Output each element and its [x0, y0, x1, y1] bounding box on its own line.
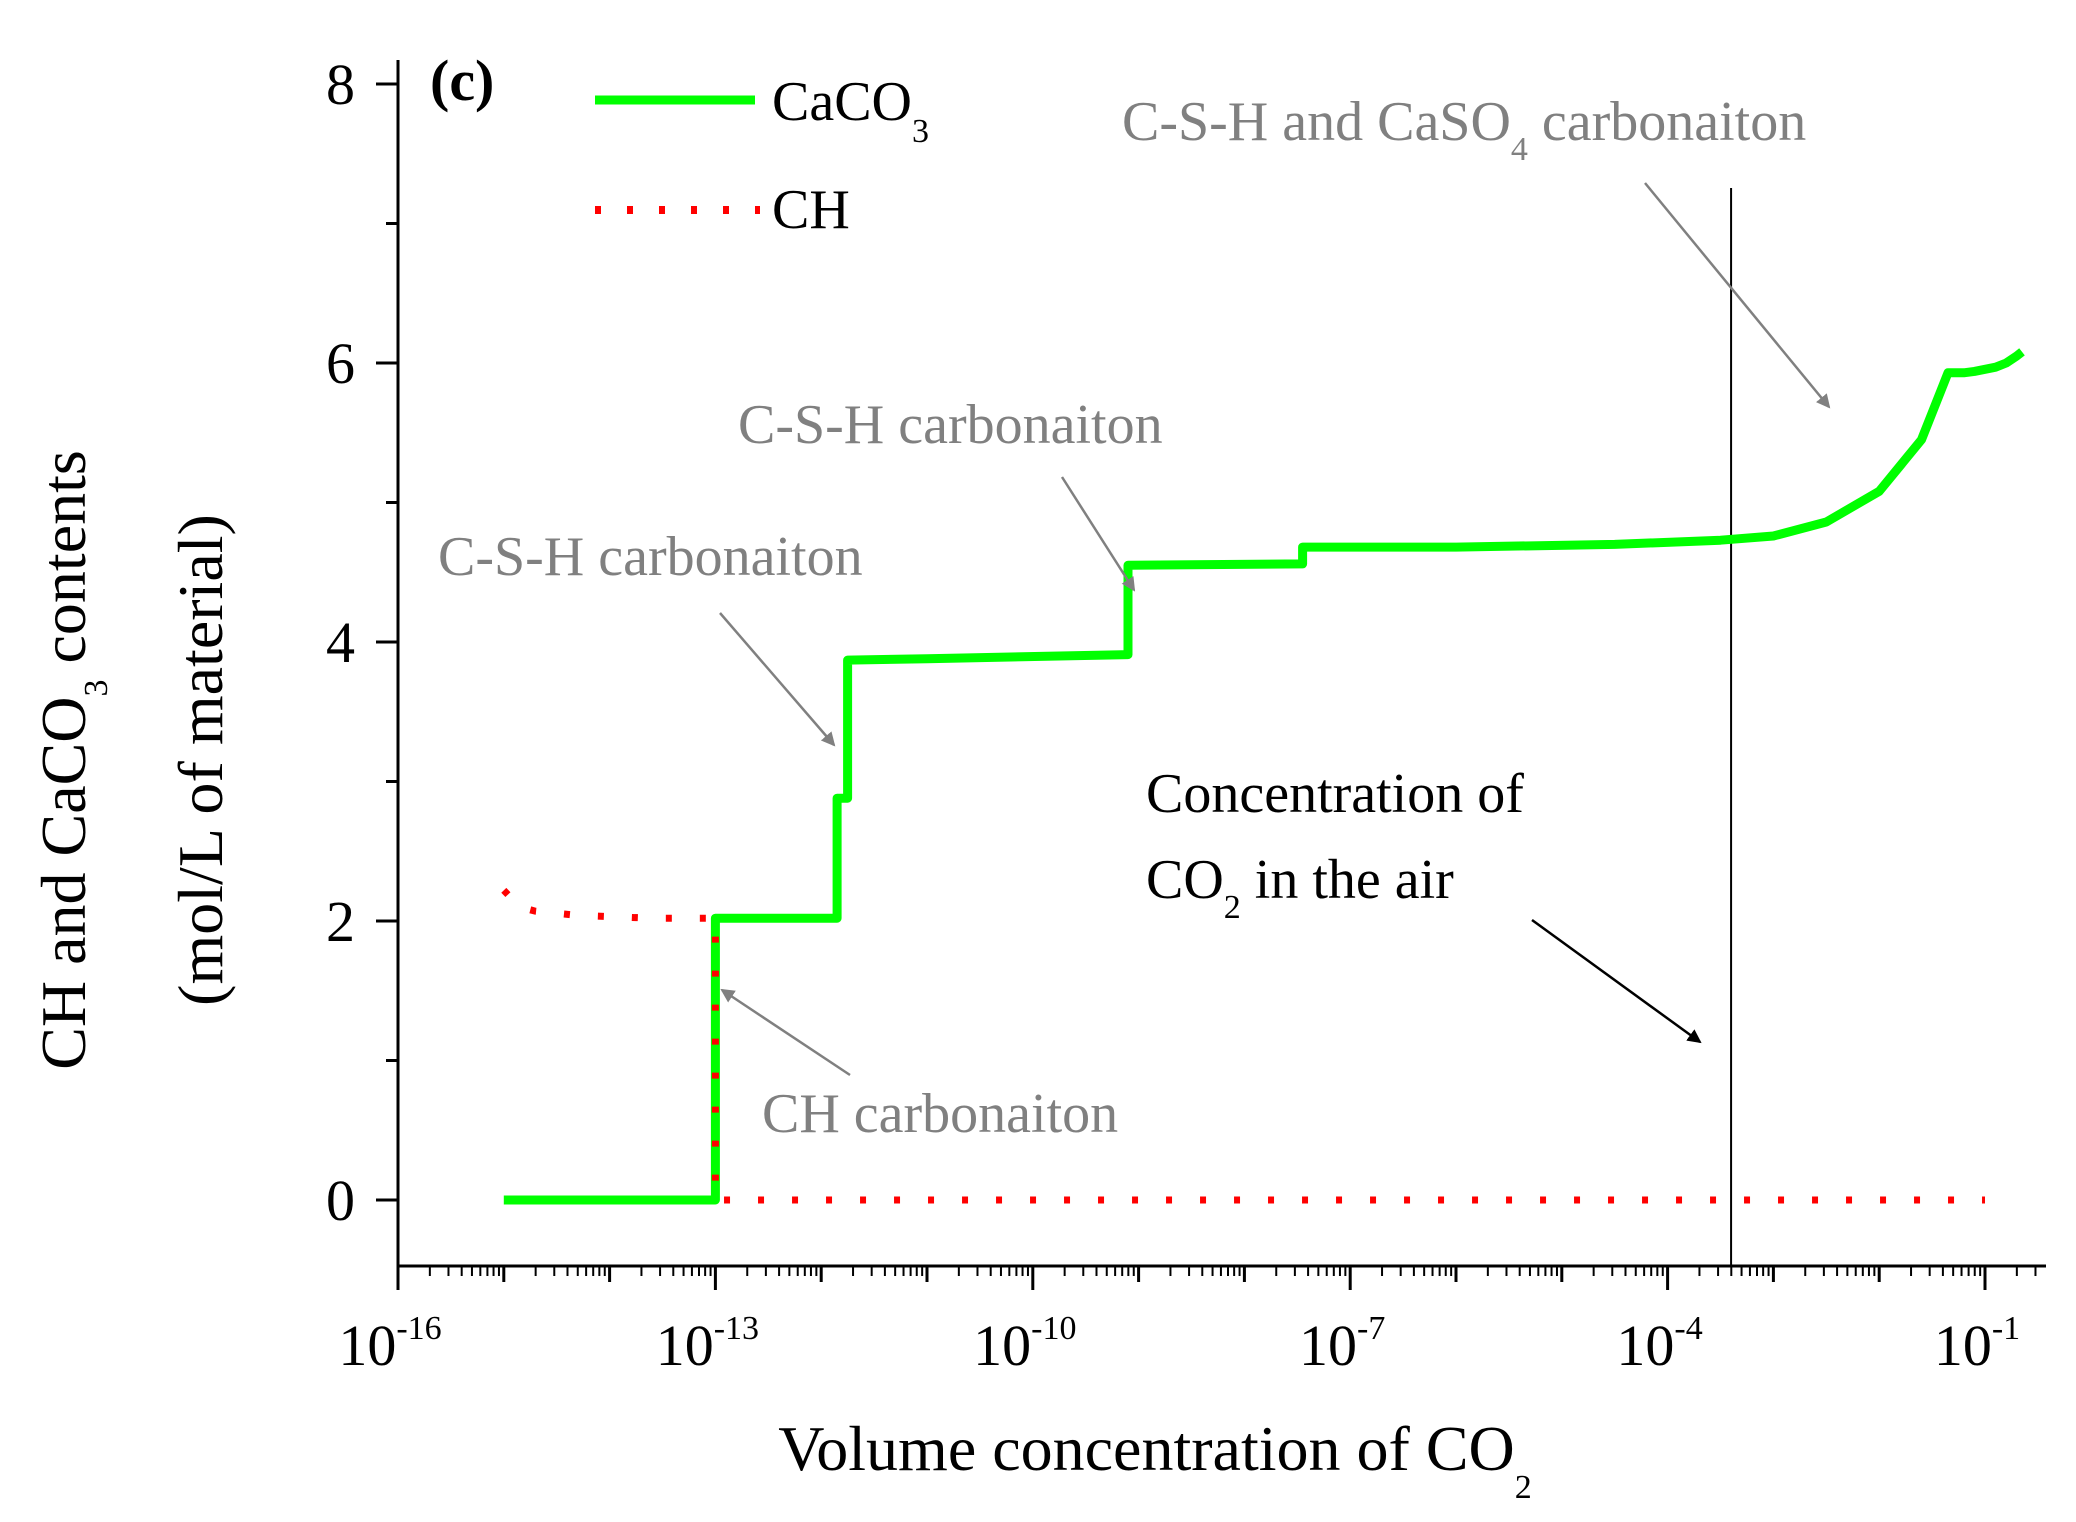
x-tick-labels: 10-16 10-13 10-10 10-7 10-4 10-1 — [338, 1310, 2020, 1378]
series-group — [501, 348, 2025, 1205]
y-tick-label: 4 — [326, 610, 355, 675]
x-tick-label: 10-13 — [656, 1310, 759, 1378]
y-axis-title-line2: (mol/L of material) — [165, 514, 236, 1006]
x-tick-label: 10-16 — [338, 1310, 441, 1378]
annotation-air-co2-line1: Concentration of — [1146, 763, 1524, 825]
y-tick-label: 8 — [326, 52, 355, 117]
annotation-arrow-csh-1 — [719, 612, 836, 747]
annotation-csh-carbonation-2: C-S-H carbonaiton — [738, 394, 1163, 456]
series-line-caco3 — [503, 348, 2025, 1205]
legend-label-ch: CH — [772, 179, 850, 241]
panel-label: (c) — [430, 48, 494, 113]
y-ticks — [376, 82, 398, 1202]
x-ticks — [396, 1266, 2037, 1290]
legend: CaCO3 CH — [595, 71, 929, 241]
x-tick-label: 10-4 — [1616, 1310, 1702, 1378]
annotation-arrow-csh-caso4 — [1644, 182, 1831, 409]
annotation-arrow-ch — [720, 988, 851, 1077]
x-tick-label: 10-7 — [1299, 1310, 1385, 1378]
x-axis-title: Volume concentration of CO2 — [778, 1413, 1531, 1506]
legend-label-caco3: CaCO3 — [772, 71, 929, 150]
annotation-arrow-air-co2 — [1531, 918, 1702, 1044]
annotation-csh-carbonation-1: C-S-H carbonaiton — [438, 526, 863, 588]
annotation-ch-carbonation: CH carbonaiton — [762, 1083, 1118, 1145]
annotation-csh-caso4-carbonation: C-S-H and CaSO4 carbonaiton — [1122, 91, 1806, 168]
y-tick-label: 0 — [326, 1168, 355, 1233]
annotation-arrow-csh-2 — [1060, 476, 1136, 592]
series-line-ch — [501, 887, 1985, 1204]
x-tick-label: 10-1 — [1934, 1310, 2020, 1378]
annotation-air-co2-line2: CO2 in the air — [1146, 849, 1454, 926]
y-axis-title-line1: CH and CaCO3 contents — [28, 450, 115, 1070]
y-tick-labels: 0 2 4 6 8 — [326, 52, 355, 1233]
y-tick-label: 6 — [326, 331, 355, 396]
y-tick-label: 2 — [326, 889, 355, 954]
x-tick-label: 10-10 — [973, 1310, 1076, 1378]
